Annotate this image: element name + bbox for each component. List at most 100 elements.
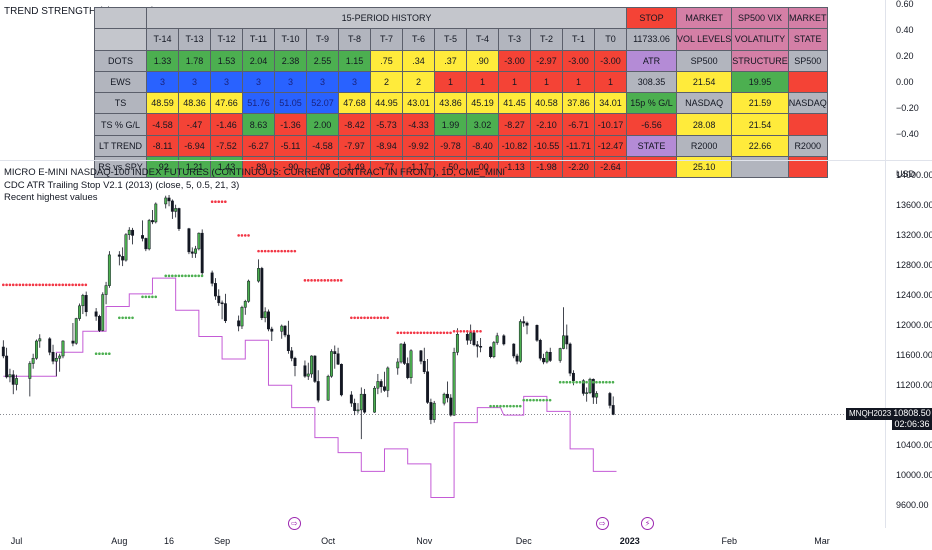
candle-body: [591, 378, 595, 398]
atr-stop-dot: [442, 331, 446, 335]
candle-body: [548, 351, 552, 361]
candle-body: [8, 374, 12, 378]
atr-stop-dot: [495, 404, 499, 408]
candle-body: [455, 334, 459, 353]
atr-stop-dot: [316, 279, 320, 282]
candle-body: [306, 373, 310, 377]
table-cell: [626, 156, 677, 179]
upper-axis-tick: −0.20: [896, 103, 919, 113]
atr-stop-dot: [359, 316, 363, 320]
indicator-title: TREND STRENGTH (close, SPY): [4, 6, 155, 17]
candle-body: [562, 335, 565, 349]
time-axis-tick: Sep: [214, 536, 231, 546]
candle-body: [286, 334, 290, 351]
table-cell: -6.71: [562, 113, 595, 136]
table-cell: -2.20: [562, 156, 595, 179]
table-cell: -.47: [178, 113, 211, 136]
candle-body: [472, 332, 476, 345]
atr-stop-dot: [568, 380, 572, 384]
candle-body: [353, 402, 357, 411]
atr-stop-dot: [412, 331, 416, 335]
upper-axis-tick: 0.00: [896, 77, 914, 87]
price-axis-tick: 12400.00: [896, 290, 932, 301]
atr-stop-dot: [280, 249, 283, 253]
table-cell: STATE: [787, 28, 828, 51]
table-cell: -6.56: [626, 113, 677, 136]
atr-stop-dot: [611, 380, 615, 384]
event-arrow-icon[interactable]: ⇨: [288, 517, 301, 530]
table-cell: 1.21: [178, 156, 211, 179]
pane-separator[interactable]: [0, 160, 932, 161]
candle-body: [190, 251, 194, 254]
atr-stop-dot: [154, 295, 158, 299]
atr-stop-dot: [240, 234, 244, 237]
atr-stop-dot: [5, 283, 8, 287]
atr-stop-dot: [104, 352, 108, 356]
event-lightning-icon[interactable]: ⚡: [641, 517, 654, 530]
atr-stop-dot: [48, 283, 51, 287]
table-cell: 48.59: [146, 92, 179, 115]
atr-stop-dot: [51, 283, 55, 287]
table-cell: 3: [274, 70, 307, 94]
atr-stop-dot: [210, 200, 214, 204]
candle-body: [263, 311, 267, 319]
table-cell: 48.36: [178, 92, 211, 115]
candle-body: [396, 361, 400, 369]
table-row: EWS 3 3 3 3 3 3 3 2 2 1 1 1 1 1 1 308.35 21.54 19.95: [94, 70, 828, 94]
atr-stop-dot: [333, 279, 336, 282]
atr-stop-dot: [426, 331, 429, 335]
symbol-price-tag: MNQH2023: [846, 408, 895, 420]
candle-body: [571, 372, 575, 381]
table-cell: EWS: [94, 70, 147, 94]
candle-body: [257, 268, 260, 282]
candle-body: [154, 203, 158, 223]
table-cell: R2000: [787, 134, 828, 158]
time-axis-tick: 2023: [619, 536, 640, 546]
table-cell: 1: [498, 70, 531, 94]
atr-stop-dot: [581, 380, 585, 384]
atr-stop-dot: [77, 283, 81, 287]
candle-body: [512, 343, 516, 357]
candle-body: [326, 375, 330, 401]
table-cell: -.90: [274, 156, 307, 179]
table-cell: -.77: [370, 156, 403, 179]
atr-stop-dot: [565, 380, 569, 384]
atr-stop-dot: [326, 279, 330, 282]
candle-body: [515, 355, 519, 362]
candle-body: [247, 280, 251, 302]
atr-stop-dot: [452, 329, 456, 333]
atr-stop-dot: [220, 200, 224, 204]
candle-body: [290, 350, 294, 359]
candle-body: [51, 351, 55, 362]
candle-body: [5, 355, 9, 378]
table-cell: -.89: [242, 156, 275, 179]
candle-body: [200, 232, 204, 274]
table-cell: 2.55: [306, 49, 339, 72]
atr-stop-dot: [558, 380, 562, 384]
atr-stop-dot: [578, 380, 582, 384]
candle-body: [419, 350, 423, 362]
atr-stop-dot: [522, 398, 526, 402]
atr-stop-dot: [167, 274, 171, 278]
atr-stop-dot: [502, 404, 506, 408]
candle-body: [330, 351, 333, 377]
atr-stop-dot: [171, 274, 174, 278]
atr-stop-dot: [366, 316, 370, 320]
atr-stop-dot: [243, 234, 247, 237]
atr-stop-dot: [124, 316, 128, 320]
atr-stop-dot: [267, 249, 270, 253]
atr-stop-dot: [475, 329, 479, 333]
table-cell: -7.97: [338, 134, 371, 158]
table-cell: T-2: [530, 28, 563, 51]
candle-body: [48, 338, 52, 353]
atr-stop-dot: [286, 249, 290, 253]
atr-stop-dot: [187, 274, 191, 278]
atr-stop-dot: [605, 380, 608, 384]
candle-body: [595, 393, 599, 398]
bar-countdown: 02:06:36: [894, 419, 930, 429]
atr-stop-dot: [44, 283, 48, 287]
time-axis-tick: Jul: [10, 536, 23, 546]
table-cell: -11.71: [562, 134, 595, 158]
event-arrow-icon[interactable]: ⇨: [596, 517, 609, 530]
